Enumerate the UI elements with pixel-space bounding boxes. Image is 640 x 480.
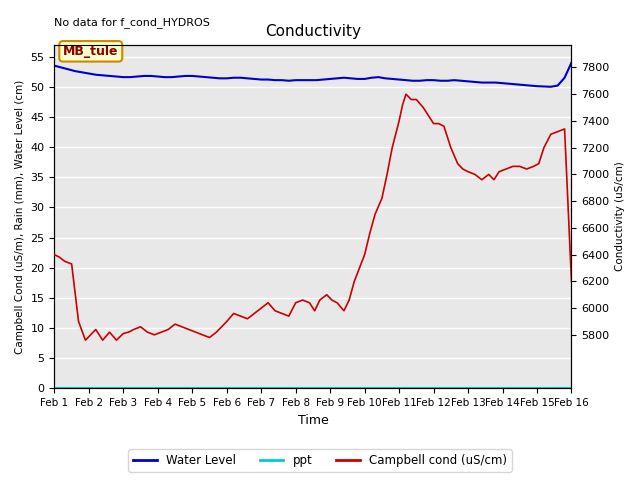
Text: No data for f_cond_HYDROS: No data for f_cond_HYDROS xyxy=(54,17,211,28)
Text: MB_tule: MB_tule xyxy=(63,45,118,58)
X-axis label: Time: Time xyxy=(298,414,328,427)
Title: Conductivity: Conductivity xyxy=(265,24,361,39)
Y-axis label: Conductivity (uS/cm): Conductivity (uS/cm) xyxy=(615,162,625,271)
Y-axis label: Campbell Cond (uS/m), Rain (mm), Water Level (cm): Campbell Cond (uS/m), Rain (mm), Water L… xyxy=(15,79,25,354)
Legend: Water Level, ppt, Campbell cond (uS/cm): Water Level, ppt, Campbell cond (uS/cm) xyxy=(128,449,512,472)
